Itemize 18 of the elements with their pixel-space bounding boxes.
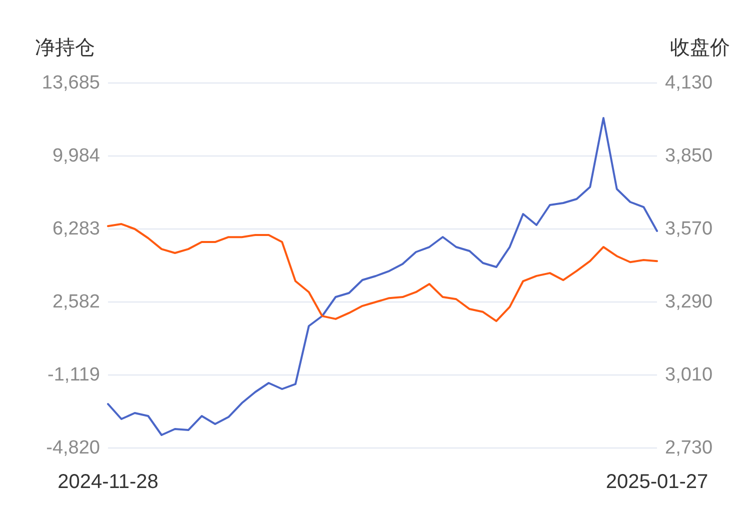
y2-tick-label: 3,570: [665, 218, 713, 240]
x-tick-label: 2025-01-27: [606, 471, 708, 493]
y-tick-label: -1,119: [48, 364, 100, 386]
y-tick-label: 13,685: [42, 72, 100, 94]
y-tick-label: 9,984: [52, 146, 100, 166]
y2-axis-title: 收盘价: [670, 37, 730, 59]
line-series: [107, 117, 658, 436]
y-tick-label: 6,283: [52, 218, 100, 240]
x-tick-label: 2024-11-28: [58, 471, 158, 493]
y2-tick-label: 3,290: [665, 292, 713, 312]
y2-tick-label: 4,130: [665, 72, 713, 94]
line-series: [107, 223, 658, 322]
y-tick-label: -4,820: [46, 438, 100, 458]
y2-tick-label: 2,730: [665, 438, 713, 458]
y2-tick-label: 3,010: [665, 364, 713, 386]
y2-tick-label: 3,850: [665, 146, 713, 166]
y-tick-label: 2,582: [52, 292, 100, 312]
y-axis-title: 净持仓: [35, 37, 95, 59]
